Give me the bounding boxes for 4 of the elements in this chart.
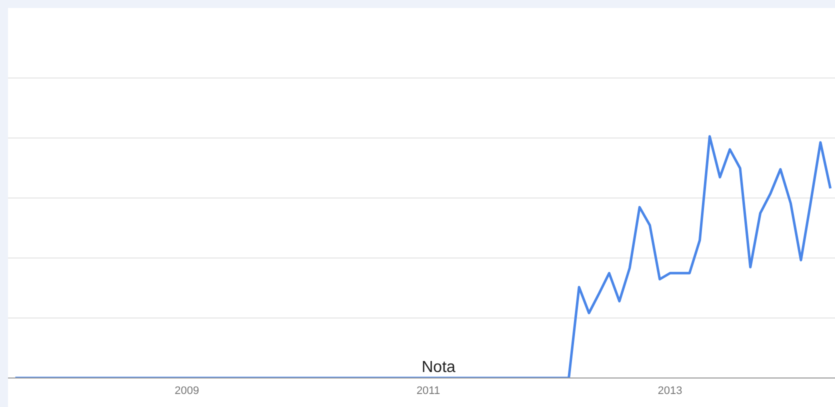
x-tick-label: 2011 xyxy=(416,384,440,397)
x-tick-label: 2009 xyxy=(174,384,200,397)
x-tick-label: 2013 xyxy=(658,384,682,397)
annotation: Nota xyxy=(422,359,456,376)
